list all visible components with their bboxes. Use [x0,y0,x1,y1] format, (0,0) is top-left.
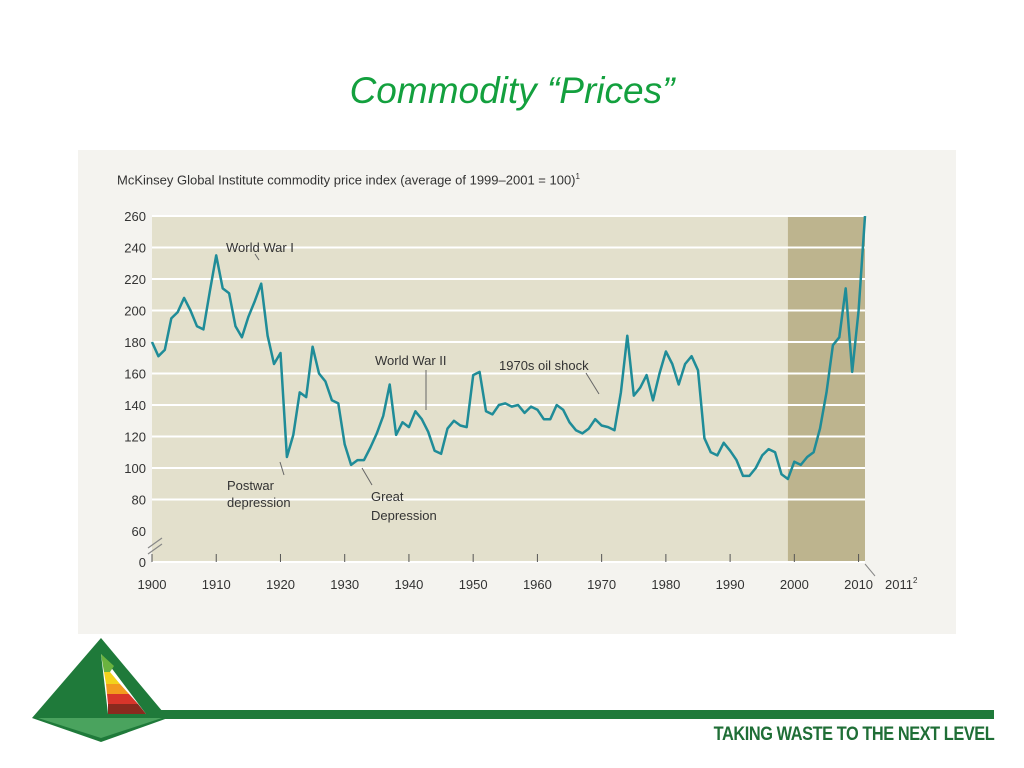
y-tick-label: 100 [124,461,146,476]
logo-band-orange [106,684,129,694]
logo-band-red [107,694,138,704]
x-tick-label: 2010 [844,577,873,592]
x-tick-label: 1950 [459,577,488,592]
x-tick-label: 1920 [266,577,295,592]
y-tick-label: 220 [124,272,146,287]
y-tick-label: 180 [124,335,146,350]
logo-outer-triangle [32,638,168,718]
chart-title: McKinsey Global Institute commodity pric… [117,172,580,187]
x-tick-label-last: 20112 [885,576,918,592]
y-tick-label: 0 [139,555,146,570]
x-tick-label: 1990 [716,577,745,592]
y-tick-label: 140 [124,398,146,413]
annotation-label: World War II [375,353,447,368]
x-tick-label: 1940 [394,577,423,592]
x-tick-label: 1900 [138,577,167,592]
annotation-label: Depression [371,508,437,523]
y-tick-label: 160 [124,367,146,382]
slide-title: Commodity “Prices” [349,70,675,111]
annotation-label: Postwar [227,478,275,493]
annotation-leader [585,372,600,395]
chart-title-footnote: 1 [575,172,580,181]
chart-title-text: McKinsey Global Institute commodity pric… [117,172,576,188]
y-tick-label: 120 [124,430,146,445]
annotation-leader [279,461,285,476]
x-tick-label: 1910 [202,577,231,592]
annotation-label: Great [371,489,404,504]
annotation-leader [254,253,260,261]
y-tick-label: 200 [124,304,146,319]
x-tick-label: 1970 [587,577,616,592]
logo-band-yellow [104,672,120,684]
x-tick-footnote: 2 [913,576,918,585]
annotation-label: World War I [226,240,294,255]
axis-break-icon [147,537,163,555]
y-tick-label: 260 [124,209,146,224]
y-tick-label: 80 [132,493,146,508]
line-chart: 260 240 220 200 180 160 140 120 100 80 60 0 1900 1910… [124,209,918,592]
logo-band-green [101,654,114,672]
tagline: TAKING WASTE TO THE NEXT LEVEL [713,724,994,745]
last-tick-leader [864,563,876,577]
x-tick-label: 2000 [780,577,809,592]
y-tick-label: 240 [124,241,146,256]
logo-base-highlight [38,718,162,738]
annotation-leader [361,467,373,486]
chart-panel: McKinsey Global Institute commodity pric… [78,150,956,634]
x-tick-label: 1980 [651,577,680,592]
footer-stripe [110,710,994,719]
plot-background [152,216,865,562]
x-tick-label: 1930 [330,577,359,592]
logo-band-darkred [108,704,146,714]
company-logo [32,638,168,742]
annotation-label: 1970s oil shock [499,358,589,373]
series-line [150,215,867,481]
y-tick-label: 60 [132,524,146,539]
x-tick-label: 1960 [523,577,552,592]
annotation-label: depression [227,495,291,510]
